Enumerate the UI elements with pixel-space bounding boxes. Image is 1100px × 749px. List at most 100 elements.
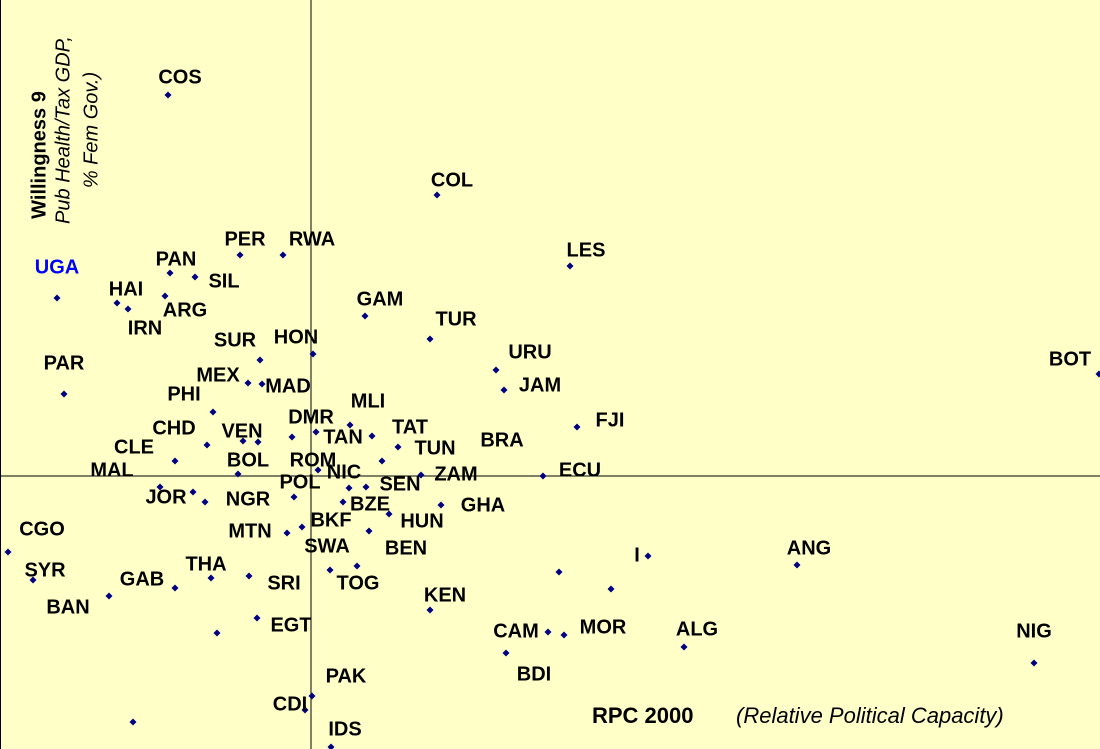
point-label: GAB [120, 568, 164, 590]
point-label: SYR [24, 559, 66, 581]
point [308, 692, 316, 700]
point [129, 718, 137, 726]
point-label: SWA [304, 535, 350, 557]
point [234, 470, 242, 478]
point [378, 457, 386, 465]
point-label: JOR [145, 486, 187, 508]
point [555, 568, 563, 576]
point-label: PAK [326, 665, 367, 687]
point [365, 527, 373, 535]
point-label: NGR [226, 488, 271, 510]
point [560, 631, 568, 639]
point-label: ECU [559, 459, 601, 481]
point-label: ROM [290, 449, 337, 471]
x-axis-subtitle: (Relative Political Capacity) [736, 703, 1004, 728]
point-label: CDI [273, 693, 307, 715]
point [492, 366, 500, 374]
point-label: CAM [493, 620, 539, 642]
y-axis-title: Willingness 9 [28, 91, 50, 219]
point [1030, 659, 1038, 667]
point-label: TAN [323, 426, 363, 448]
point [361, 312, 369, 320]
point-label: BRA [480, 429, 523, 451]
point-label: UGA [35, 256, 79, 278]
point [256, 356, 264, 364]
point-label: TUR [435, 308, 477, 330]
point [254, 438, 262, 446]
point-label: COS [158, 66, 201, 88]
point [290, 493, 298, 501]
point-label: PAN [156, 248, 197, 270]
point [239, 437, 247, 445]
point [793, 561, 801, 569]
point-label: BEN [385, 537, 427, 559]
y-axis-subtitle: Pub Health/Tax GDP, [52, 36, 74, 224]
point-label: IDS [328, 718, 361, 740]
point [105, 592, 113, 600]
point-label: BZE [350, 493, 390, 515]
point-label: ALG [676, 618, 718, 640]
point-label: HAI [109, 278, 143, 300]
point-label: CGO [19, 518, 65, 540]
point-label: I [634, 544, 640, 566]
point [566, 262, 574, 270]
point [164, 91, 172, 99]
point-label: MEX [196, 364, 240, 386]
point-label: GHA [461, 494, 505, 516]
point [124, 305, 132, 313]
point [4, 548, 12, 556]
point [362, 483, 370, 491]
point [394, 443, 402, 451]
point-label: DMR [288, 406, 334, 428]
point [53, 294, 61, 302]
point-label: ANG [787, 537, 831, 559]
point [426, 606, 434, 614]
point-label: SEN [379, 473, 420, 495]
point-label: ZAM [434, 463, 477, 485]
point [327, 743, 335, 749]
point [60, 390, 68, 398]
point [191, 273, 199, 281]
point-label: SIL [208, 270, 239, 292]
point [368, 432, 376, 440]
point [207, 574, 215, 582]
point [500, 386, 508, 394]
point [213, 629, 221, 637]
point [385, 510, 393, 518]
point [236, 251, 244, 259]
point [680, 643, 688, 651]
point-label: MTN [228, 520, 271, 542]
point [502, 649, 510, 657]
point [113, 299, 121, 307]
point [326, 566, 334, 574]
point-label: CHD [152, 417, 195, 439]
point-label: NIG [1016, 620, 1052, 642]
point [156, 483, 164, 491]
point [314, 466, 322, 474]
point-label: MOR [580, 616, 627, 638]
point-label: CLE [114, 436, 154, 458]
point-label: MLI [351, 390, 385, 412]
point-label: KEN [424, 584, 466, 606]
point-label: IRN [128, 317, 162, 339]
point-label: VEN [221, 420, 262, 442]
point-label: PAR [44, 352, 85, 374]
point [417, 471, 425, 479]
point [298, 523, 306, 531]
point [189, 488, 197, 496]
point [426, 335, 434, 343]
point-label: EGT [270, 614, 311, 636]
point [309, 350, 317, 358]
point-label: HON [274, 326, 318, 348]
point-label: BKF [310, 509, 351, 531]
point-label: SUR [214, 329, 257, 351]
point [573, 423, 581, 431]
point-label: BDI [517, 663, 551, 685]
point [29, 576, 37, 584]
point-label: ARG [163, 299, 207, 321]
point [544, 628, 552, 636]
point [644, 552, 652, 560]
point-label: HUN [400, 510, 443, 532]
